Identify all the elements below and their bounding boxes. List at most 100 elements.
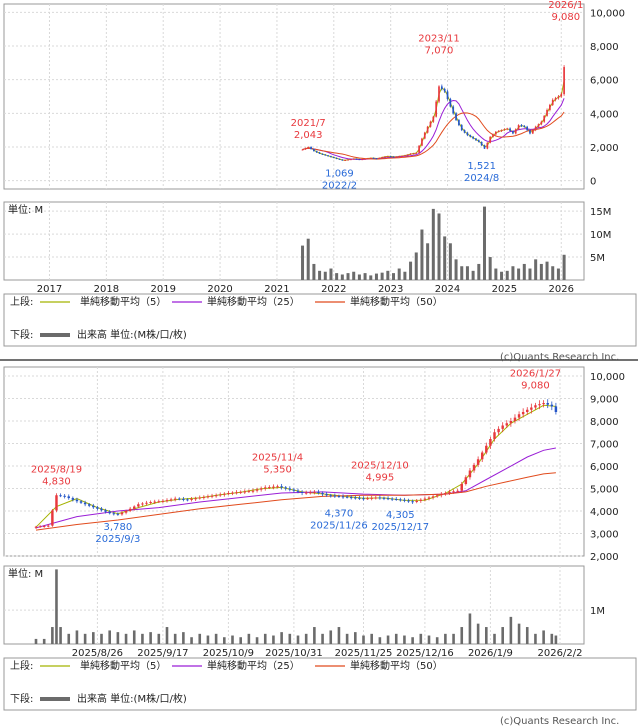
volume-bar [562,254,566,280]
volume-bar [100,633,103,644]
candle-up [521,412,525,415]
candle-down [63,495,66,497]
annotation-low-value: 3,780 [104,522,133,533]
annotation-low-date: 2025/12/17 [372,522,430,533]
candle-down [310,146,312,150]
annotation-high-value: 9,080 [521,381,550,392]
candle-up [231,492,234,494]
candle-up [444,493,447,495]
volume-bar [411,637,414,644]
candle-down [526,126,528,131]
candle-up [452,491,455,493]
candle-up [440,494,443,496]
candle-down [108,511,111,514]
candle-down [512,130,514,134]
candle-down [411,501,414,503]
candle-down [292,489,296,491]
candle-up [429,121,432,127]
candle-up [435,101,438,117]
candle-up [412,153,415,155]
candle-up [374,497,378,499]
candle-down [338,158,341,160]
y-tick-label: 2,000 [590,552,619,563]
volume-bar [362,635,365,644]
x-tick-label: 2025/8/26 [72,648,123,659]
legend2-ma50: 単純移動平均（50） [350,659,443,672]
y-tick-label: 10,000 [590,372,625,383]
candle-up [370,497,373,499]
volume-bar [296,635,300,644]
candle-down [480,141,483,146]
candle-up [55,495,58,511]
volume-bar [493,633,496,644]
volume-bar [116,632,120,644]
volume-bar [454,259,458,280]
volume-bar [494,268,498,280]
annotation-low-date: 2025/9/3 [95,534,140,545]
x-tick-label: 2025/10/31 [265,648,323,659]
candle-down [446,91,449,100]
candle-down [280,486,283,488]
candle-down [341,159,344,161]
volume-bar [337,627,341,644]
chart2-volume-ticks: 1M [590,606,605,617]
candle-down [79,501,83,503]
legend2-lower-label: 下段: [10,692,33,705]
chart1-legend-box [3,293,637,347]
annotation-high-date: 2026/1 [548,0,583,11]
y-tick-label: 5,000 [590,485,619,496]
candle-up [415,152,418,154]
candle-up [534,126,537,131]
volume-bar [431,208,435,280]
candle-up [464,477,468,484]
candle-up [517,125,520,130]
chart1-volume-ticks: 5M 10M 15M [590,207,611,264]
candle-up [438,86,440,102]
volume-bar [386,635,390,644]
candle-down [358,159,361,161]
candle-up [243,491,247,493]
volume-bar [380,272,384,280]
candle-up [534,405,537,408]
volume-bar [272,635,275,644]
candle-up [404,155,406,157]
volume-tick-label: 1M [590,606,605,617]
candle-down [324,154,327,156]
candle-up [128,508,132,511]
chart2-volume-grid [4,566,584,644]
candle-up [537,124,540,127]
ma50-line [35,472,556,531]
volume-bar [505,270,509,280]
volume-bar [528,268,532,280]
candle-down [390,498,394,500]
candle-up [485,445,488,453]
volume-bar [414,252,418,280]
volume-bar [329,630,333,644]
chart2-candles [34,399,558,529]
y-tick-label: 10,000 [590,8,625,19]
x-tick-label: 2026 [549,284,574,295]
candle-up [218,494,222,496]
volume-bar [448,243,452,280]
candle-down [59,495,62,497]
candle-down [330,156,332,158]
candle-up [301,149,304,151]
candle-up [381,157,383,159]
volume-bar [34,638,38,644]
volume-bar [357,274,361,280]
legend1-upper-label: 上段: [10,295,33,308]
chart1-candles [301,65,565,161]
candle-down [327,155,329,157]
y-tick-label: 4,000 [590,109,619,120]
volume-bar [198,633,202,644]
volume-bar [409,261,413,280]
candle-down [341,496,345,498]
x-tick-label: 2021 [264,284,289,295]
candle-up [509,421,513,424]
annotation-high-date: 2025/8/19 [31,464,82,475]
candle-down [288,488,292,490]
candle-up [431,496,435,498]
annotation-low-value: 1,521 [467,161,496,172]
candle-up [489,136,492,143]
candle-up [563,67,565,95]
